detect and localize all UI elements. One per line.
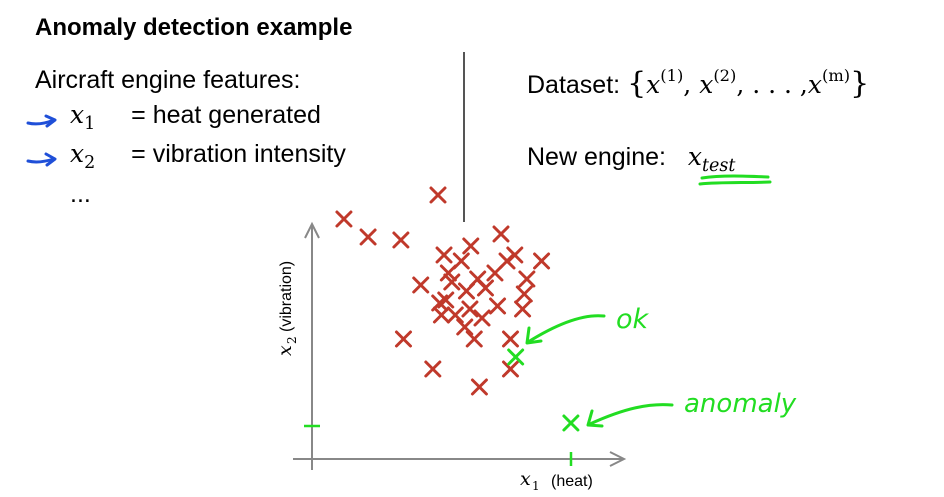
new-engine-row: New engine: xtest: [527, 142, 735, 176]
data-point-31: [492, 225, 510, 243]
test-point-1: [507, 348, 525, 366]
data-point-25: [456, 318, 474, 336]
data-point-32: [443, 273, 461, 291]
y-axis-label-text: (vibration): [278, 261, 295, 332]
data-point-34: [457, 282, 475, 300]
data-point-27: [486, 264, 504, 282]
anomaly-annotation: [586, 403, 674, 428]
data-point-1: [335, 210, 353, 228]
test-point-2: [562, 414, 580, 432]
data-point-8: [470, 378, 488, 396]
data-point-23: [518, 270, 536, 288]
feature-row-2: x2 = vibration intensity: [70, 139, 346, 173]
slide-title: Anomaly detection example: [35, 14, 353, 41]
data-point-21: [473, 309, 491, 327]
dataset-dots: , . . . ,: [736, 70, 808, 100]
feature-row-1: x1 = heat generated: [70, 100, 321, 134]
xtest-var: x: [687, 142, 702, 171]
y-axis-label-var: x: [274, 345, 296, 356]
data-point-7: [446, 306, 464, 324]
x-axis-label-sub: 1: [532, 479, 540, 493]
dataset-close-brace: }: [850, 66, 870, 102]
feature-var-2: x: [70, 139, 85, 168]
data-point-10: [394, 330, 412, 348]
data-point-9: [501, 360, 519, 378]
data-point-26: [461, 300, 479, 318]
data-point-33: [501, 330, 519, 348]
dataset-open-brace: {: [627, 66, 647, 102]
data-point-15: [533, 252, 551, 270]
anomaly-label: anomaly: [684, 389, 797, 419]
y-axis-label-sub: 2: [285, 336, 299, 344]
data-point-28: [506, 246, 524, 264]
ellipsis: ...: [70, 180, 91, 208]
data-point-4: [429, 186, 447, 204]
feature-sub-1: 1: [84, 114, 96, 135]
arrow-icon: [26, 152, 57, 167]
data-point-17: [432, 306, 450, 324]
dataset-row: Dataset: {x(1), x(2), . . . ,x(m)}: [527, 66, 870, 102]
arrow-icon: [26, 114, 57, 128]
ok-annotation: [525, 314, 606, 345]
new-engine-label: New engine:: [527, 143, 666, 171]
ok-label: ok: [616, 304, 650, 335]
dataset-x1: x: [646, 70, 661, 100]
dataset-sup-2: (2): [713, 66, 737, 85]
dataset-label: Dataset:: [527, 71, 621, 100]
data-point-30: [462, 237, 480, 255]
data-point-29: [515, 285, 533, 303]
x-axis-label-var: x: [520, 468, 531, 490]
dataset-x2: x: [699, 70, 714, 100]
data-point-6: [424, 360, 442, 378]
feature-desc-2: = vibration intensity: [131, 140, 346, 168]
y-axis-arrow: [304, 221, 320, 239]
data-point-22: [489, 297, 507, 315]
dataset-sup-m: (m): [821, 66, 851, 85]
x-axis-label: x 1 (heat): [520, 468, 593, 493]
data-point-16: [412, 276, 430, 294]
data-point-18: [437, 291, 455, 309]
feature-desc-1: = heat generated: [131, 101, 321, 129]
data-point-19: [476, 279, 494, 297]
x-axis-arrow: [609, 451, 627, 467]
features-heading: Aircraft engine features:: [35, 66, 301, 94]
xtest-sub: test: [702, 156, 736, 177]
y-axis-label: x 2 (vibration): [274, 261, 299, 356]
data-point-3: [392, 231, 410, 249]
column-divider: [463, 52, 465, 222]
x-axis-label-text: (heat): [551, 473, 593, 490]
data-point-11: [435, 246, 453, 264]
data-point-2: [359, 228, 377, 246]
dataset-xm: x: [807, 70, 822, 100]
feature-sub-2: 2: [84, 153, 96, 174]
data-point-20: [514, 300, 532, 318]
data-point-35: [465, 330, 483, 348]
underline-highlight: [698, 174, 772, 186]
data-point-24: [439, 264, 457, 282]
feature-var-1: x: [70, 100, 85, 129]
dataset-sup-1: (1): [660, 66, 684, 85]
